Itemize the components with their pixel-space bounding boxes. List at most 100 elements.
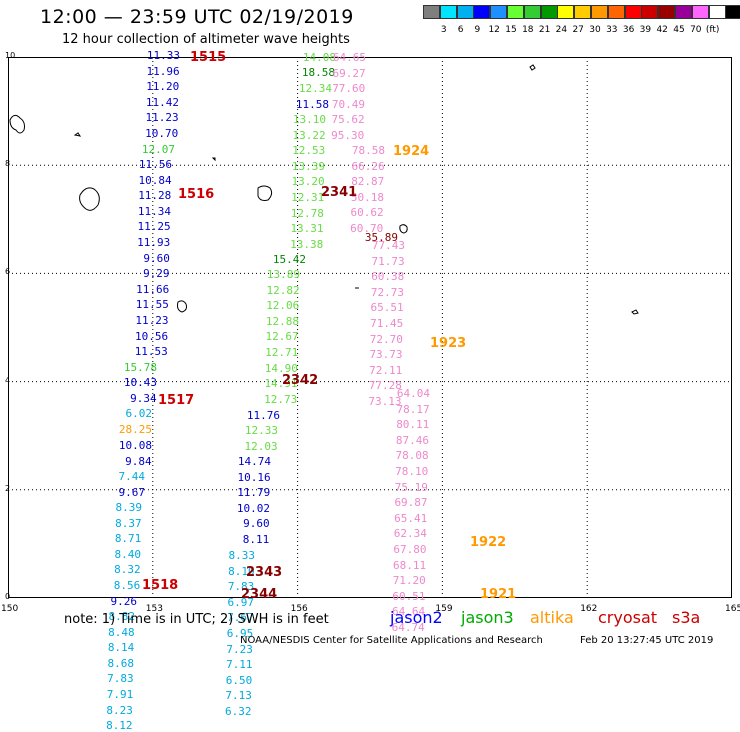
grid-lines bbox=[8, 57, 732, 598]
wave-height-value: 12.88 bbox=[265, 314, 299, 328]
wave-height-value: 11.28 bbox=[138, 189, 172, 203]
island-shape bbox=[211, 157, 216, 162]
wave-height-value: 12.03 bbox=[244, 439, 278, 453]
wave-height-value: 12.73 bbox=[264, 392, 298, 406]
wave-height-value: 12.78 bbox=[290, 206, 324, 220]
legend-item: cryosat bbox=[598, 608, 658, 627]
island-shape bbox=[73, 132, 82, 137]
colorbar-label: (ft) bbox=[705, 25, 720, 35]
y-tick-label: 8 bbox=[5, 159, 11, 169]
wave-height-value: 66.26 bbox=[351, 159, 385, 173]
wave-height-value: 62.34 bbox=[393, 527, 427, 541]
wave-height-value: 82.87 bbox=[351, 175, 385, 189]
wave-height-value: 8.11 bbox=[242, 533, 270, 546]
colorbar-label: 3 bbox=[440, 25, 447, 35]
colorbar-swatch bbox=[423, 5, 440, 19]
wave-height-value: 71.73 bbox=[371, 254, 405, 268]
wave-height-value: 11.93 bbox=[137, 236, 171, 249]
colorbar-swatch bbox=[725, 5, 740, 19]
wave-height-value: 9.67 bbox=[118, 486, 146, 499]
colorbar-label: 27 bbox=[572, 25, 584, 35]
colorbar-swatch bbox=[624, 5, 642, 19]
colorbar-swatch bbox=[473, 5, 491, 19]
wave-height-value: 68.11 bbox=[393, 558, 427, 572]
wave-height-value: 72.11 bbox=[369, 363, 403, 377]
wave-height-value: 7.44 bbox=[118, 470, 146, 483]
colorbar-label: 42 bbox=[656, 25, 668, 35]
wave-height-value: 10.70 bbox=[145, 127, 179, 140]
island-shape bbox=[529, 64, 536, 71]
pass-time-label: 2343 bbox=[246, 565, 283, 580]
wave-height-value: 12.33 bbox=[244, 424, 278, 437]
wave-height-value: 9.60 bbox=[143, 251, 170, 265]
wave-height-value: 11.55 bbox=[135, 298, 169, 312]
island-shape bbox=[79, 187, 100, 211]
wave-height-value: 9.84 bbox=[125, 454, 152, 468]
timestamp-text: Feb 20 13:27:45 UTC 2019 bbox=[580, 635, 714, 646]
colorbar-label: 36 bbox=[622, 25, 635, 35]
wave-height-value: 12.71 bbox=[265, 346, 299, 359]
pass-time-label: 1516 bbox=[178, 187, 215, 202]
pass-time-label: 2341 bbox=[321, 185, 358, 200]
wave-height-value: 60.70 bbox=[350, 222, 384, 235]
wave-height-value: 11.34 bbox=[137, 204, 171, 218]
wave-height-value: 8.32 bbox=[114, 563, 141, 577]
legend-item: jason3 bbox=[461, 608, 514, 627]
y-tick-label: 6 bbox=[5, 267, 11, 277]
wave-height-value: 7.11 bbox=[226, 658, 253, 672]
pass-time-label: 1517 bbox=[158, 393, 195, 408]
wave-height-value: 87.46 bbox=[395, 433, 429, 447]
wave-height-value: 11.66 bbox=[136, 282, 170, 296]
colorbar-label: 45 bbox=[673, 25, 685, 35]
wave-height-value: 8.56 bbox=[113, 579, 141, 592]
colorbar-label: 18 bbox=[522, 25, 534, 35]
pass-time-label: 1518 bbox=[142, 578, 179, 593]
legend-item: s3a bbox=[672, 608, 701, 627]
colorbar-swatch bbox=[490, 5, 508, 19]
colorbar-swatch bbox=[591, 5, 608, 19]
pass-time-label: 1921 bbox=[480, 587, 517, 602]
wave-height-value: 67.80 bbox=[393, 543, 427, 556]
colorbar-swatch bbox=[540, 5, 558, 19]
wave-height-value: 75.19 bbox=[394, 480, 428, 494]
wave-height-value: 73.73 bbox=[369, 348, 403, 362]
pass-time-label: 1924 bbox=[393, 144, 430, 159]
wave-height-value: 80.11 bbox=[396, 418, 430, 432]
wave-height-value: 8.48 bbox=[108, 625, 135, 639]
wave-height-value: 71.20 bbox=[392, 574, 426, 588]
colorbar-label: 70 bbox=[690, 25, 702, 35]
colorbar-label: 21 bbox=[538, 25, 551, 35]
wave-height-value: 65.41 bbox=[394, 511, 428, 525]
wave-height-value: 75.62 bbox=[331, 113, 365, 127]
wave-height-value: 11.96 bbox=[146, 64, 180, 78]
wave-height-value: 78.08 bbox=[395, 449, 429, 463]
colorbar-swatch bbox=[557, 5, 575, 19]
wave-height-value: 77.60 bbox=[332, 82, 366, 96]
wave-height-value: 11.79 bbox=[237, 486, 271, 500]
wave-height-value: 7.67 bbox=[227, 611, 254, 625]
wave-height-value: 35.89 bbox=[364, 231, 398, 244]
wave-height-value: 50.18 bbox=[350, 190, 384, 204]
wave-height-value: 12.07 bbox=[141, 143, 175, 156]
wave-height-value: 10.16 bbox=[237, 470, 271, 484]
colorbar-swatch bbox=[641, 5, 659, 19]
x-tick-label: 156 bbox=[290, 604, 308, 614]
wave-height-value: 71.45 bbox=[370, 317, 404, 330]
legend-item: jason2 bbox=[390, 608, 443, 627]
wave-height-value: 60.62 bbox=[350, 206, 384, 220]
wave-height-value: 8.12 bbox=[106, 719, 133, 732]
colorbar-label: 39 bbox=[639, 25, 652, 35]
wave-height-value: 8.37 bbox=[115, 516, 142, 530]
wave-height-value: 12.67 bbox=[265, 330, 299, 344]
wave-height-value: 11.53 bbox=[134, 345, 168, 359]
wave-height-value: 8.14 bbox=[107, 641, 135, 655]
colorbar-label: 6 bbox=[457, 25, 464, 35]
wave-height-value: 77.28 bbox=[368, 379, 402, 393]
wave-height-value: 11.23 bbox=[145, 111, 179, 125]
wave-height-value: 12.53 bbox=[292, 144, 326, 158]
wave-height-value: 10.08 bbox=[118, 439, 152, 452]
colorbar-swatch bbox=[708, 5, 726, 19]
wave-height-value: 72.70 bbox=[369, 332, 403, 346]
wave-height-value: 12.31 bbox=[291, 191, 325, 204]
colorbar-label: 30 bbox=[589, 25, 601, 35]
